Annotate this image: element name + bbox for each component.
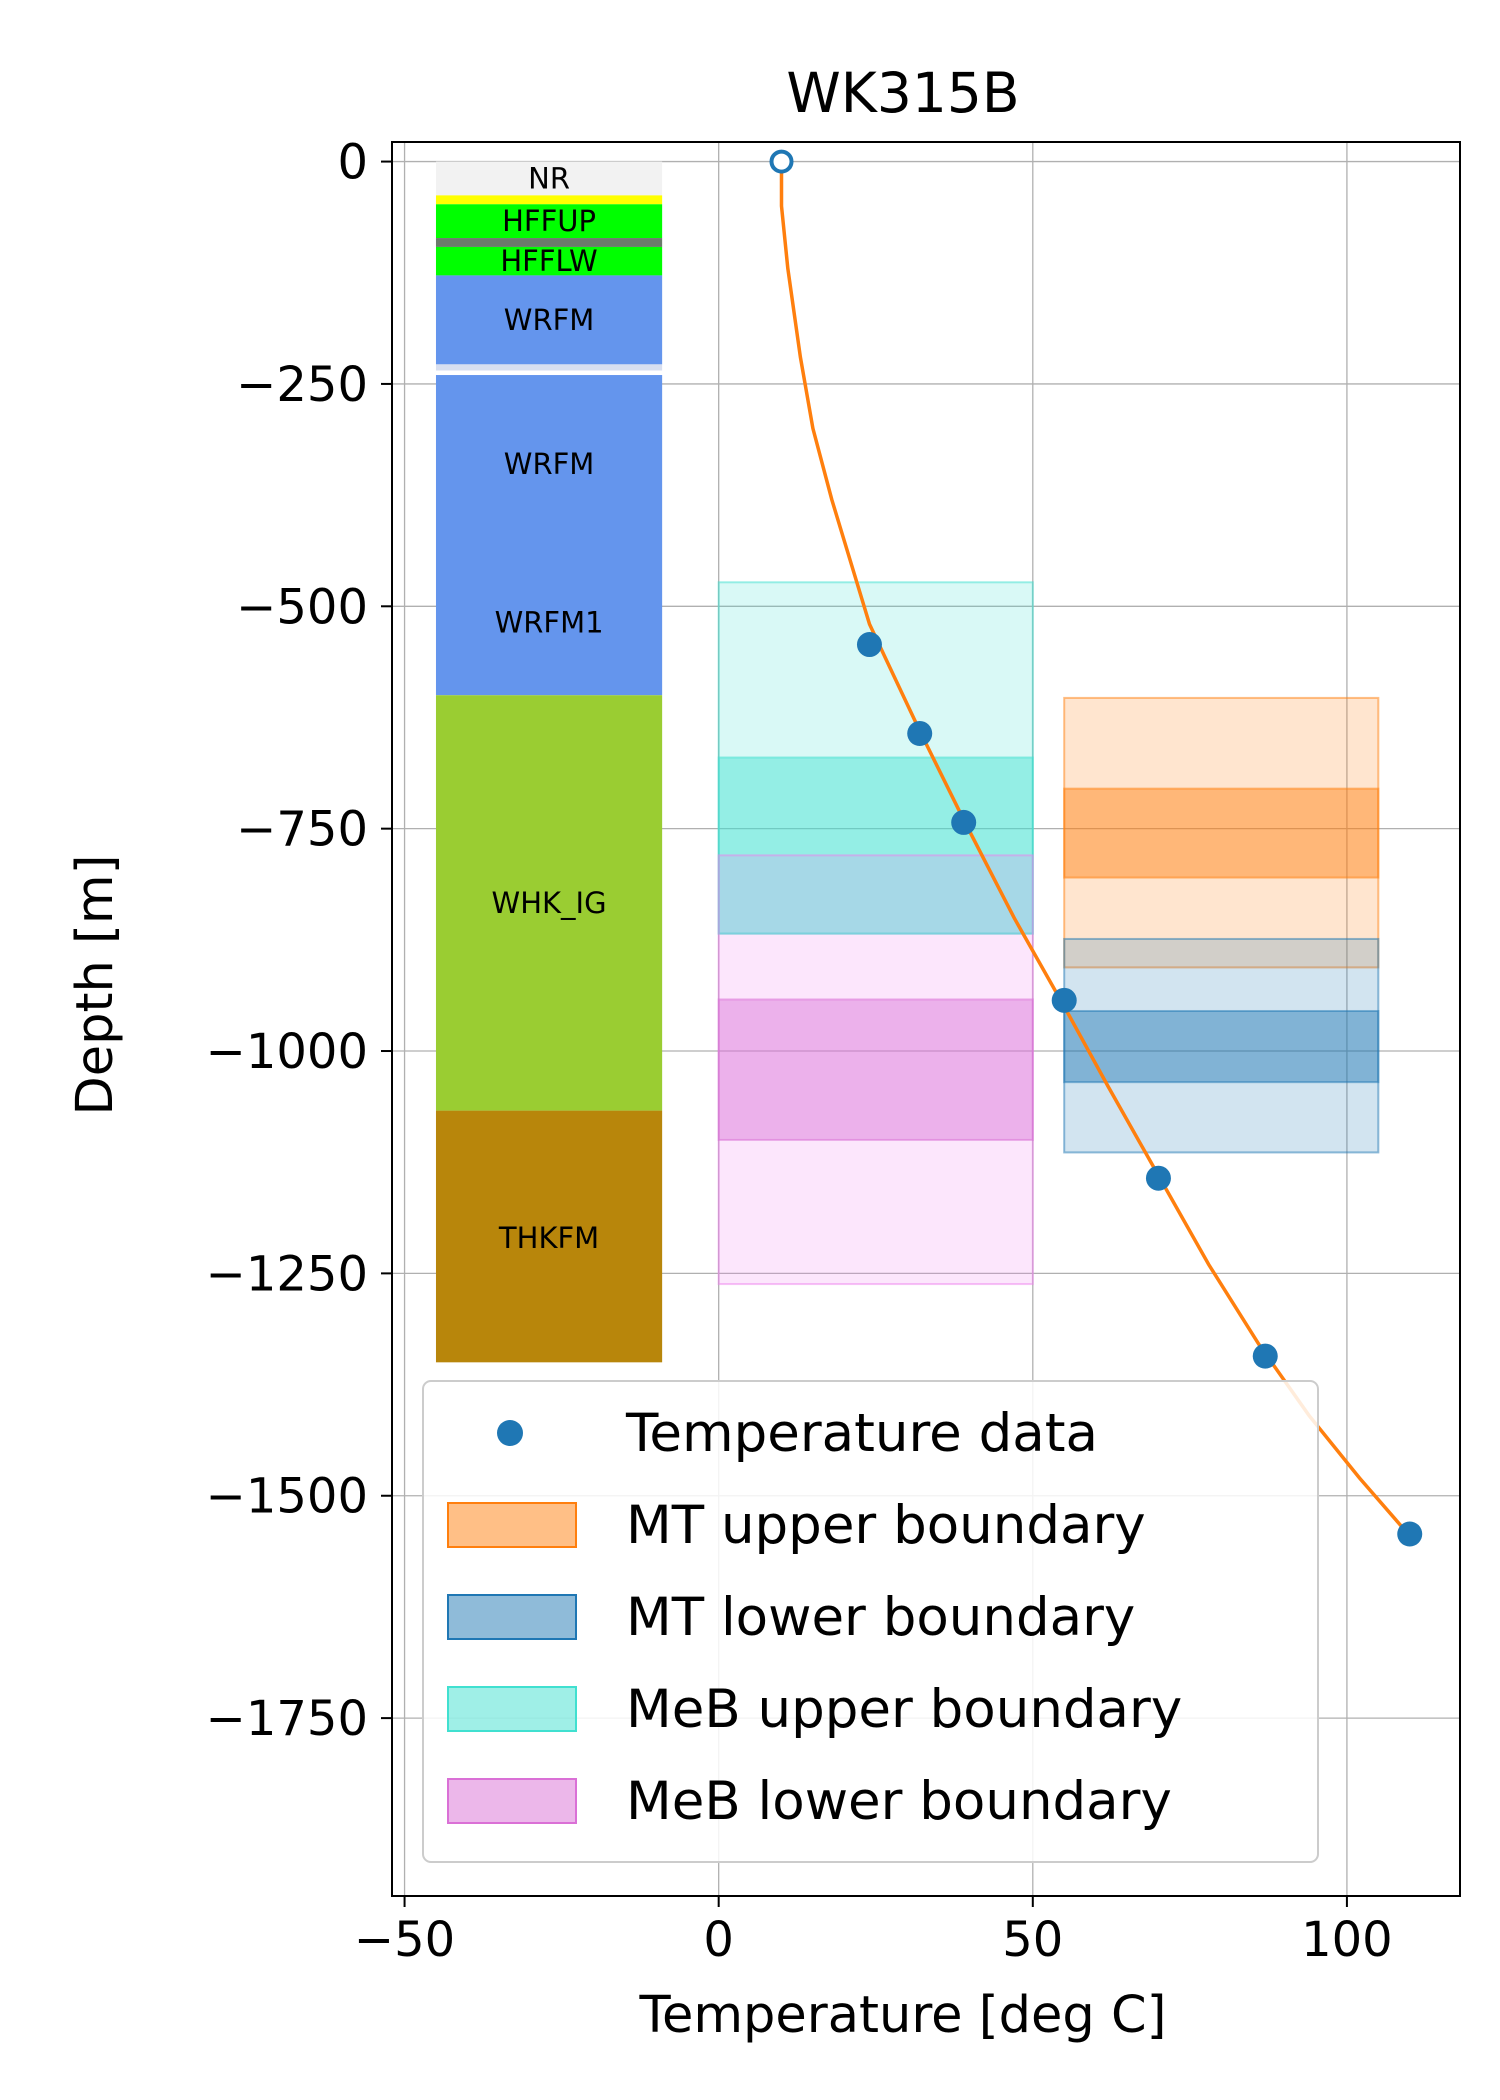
y-tick-label: −1250	[206, 1246, 368, 1302]
temperature-data-point	[856, 632, 882, 658]
legend-box	[422, 1380, 1319, 1863]
legend-label: MeB upper boundary	[626, 1679, 1182, 1740]
strat-unit-label: HFFLW	[500, 244, 597, 278]
y-tick-label: −1000	[206, 1024, 368, 1080]
boundary-band	[717, 756, 1034, 935]
legend-label: Temperature data	[625, 1403, 1098, 1464]
temperature-data-point	[1397, 1521, 1423, 1547]
strat-unit-label: NR	[528, 161, 570, 195]
y-tick-label: −250	[236, 357, 368, 413]
temperature-data-point	[1252, 1343, 1278, 1369]
axes: −50 0 50 1000−250−500−750−1000−1250−1500−17…	[206, 135, 1461, 1968]
legend-label: MT upper boundary	[626, 1495, 1146, 1556]
strat-unit-label: WRFM	[504, 447, 595, 481]
strat-unit	[435, 370, 663, 376]
strat-unit	[435, 238, 663, 247]
legend: Temperature data MT upper boundary MT lowe…	[422, 1380, 1319, 1863]
temperature-data-point	[951, 809, 977, 835]
strat-unit	[435, 275, 663, 365]
strat-unit-label: THKFM	[498, 1221, 599, 1255]
legend-label: MT lower boundary	[626, 1587, 1135, 1648]
chart-title: WK315B	[786, 61, 1019, 125]
strat-unit	[435, 195, 663, 205]
x-axis-label: Temperature [deg C]	[638, 1986, 1166, 2045]
y-tick-label: −500	[236, 579, 368, 635]
plot-area: NR HFFUP HFFLW WRFM WRFM WRFM1 WHK_IG THKFM	[392, 142, 1460, 1896]
y-tick-label: −1750	[206, 1691, 368, 1747]
y-axis-label: Depth [m]	[66, 854, 125, 1115]
strat-unit	[435, 1110, 663, 1363]
strat-unit	[435, 364, 663, 371]
y-tick-label: −750	[236, 802, 368, 858]
strat-unit	[435, 246, 663, 276]
temperature-data-point	[907, 720, 933, 746]
temperature-model-line	[779, 161, 1412, 1537]
strat-unit	[435, 375, 663, 696]
x-tick-label: 50	[1002, 1912, 1063, 1968]
strat-unit	[435, 695, 663, 1111]
y-tick-label: −1500	[206, 1469, 368, 1525]
legend-label: MeB lower boundary	[626, 1771, 1172, 1832]
legend-swatch	[447, 1594, 577, 1640]
legend-swatch	[447, 1502, 577, 1548]
temperature-data-point	[1145, 1165, 1171, 1191]
surface-temperature-point	[769, 149, 794, 174]
plot-frame	[391, 141, 1461, 1897]
boundary-band	[1063, 696, 1380, 969]
boundary-band	[1063, 787, 1380, 879]
legend-swatch	[447, 1778, 577, 1824]
legend-swatch	[447, 1686, 577, 1732]
strat-unit-label: WRFM	[504, 303, 595, 337]
strat-unit	[435, 204, 663, 239]
y-tick-label: 0	[337, 135, 368, 191]
boundary-band	[1063, 1009, 1380, 1084]
temperature-data-point	[1051, 987, 1077, 1013]
series-group	[769, 149, 1423, 1547]
legend-marker	[497, 1420, 523, 1446]
x-tick-label: 0	[703, 1912, 734, 1968]
boundary-band	[717, 998, 1034, 1141]
x-tick-label: 100	[1301, 1912, 1393, 1968]
strat-unit-label: HFFUP	[502, 204, 596, 238]
strat-unit-label: WHK_IG	[492, 886, 607, 920]
strat-unit-label: WRFM1	[495, 605, 604, 639]
strat-unit	[435, 161, 663, 196]
x-tick-label: −50	[354, 1912, 455, 1968]
